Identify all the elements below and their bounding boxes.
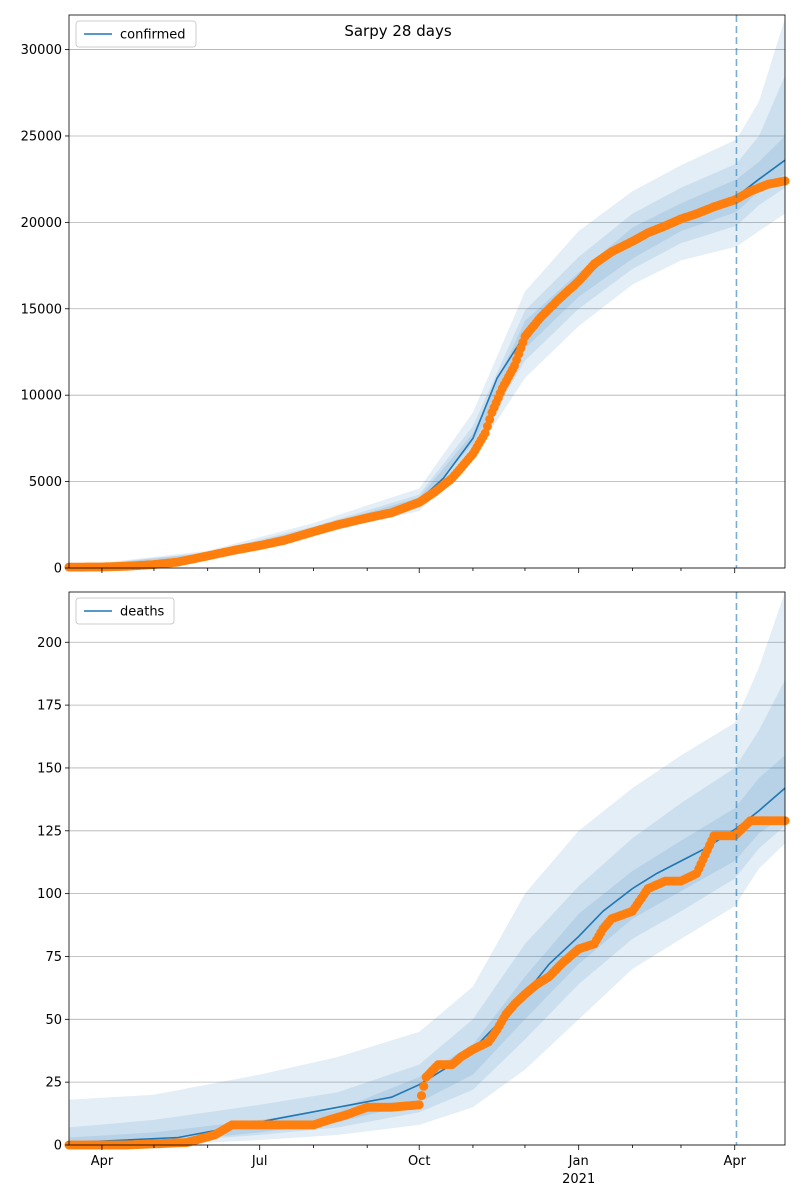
deaths-ytick-label: 50 bbox=[45, 1013, 62, 1028]
confirmed-observed-point bbox=[480, 428, 490, 438]
deaths-legend-label: deaths bbox=[120, 605, 165, 620]
deaths-band-outer bbox=[69, 592, 785, 1145]
x-tick-label: Apr bbox=[91, 1154, 114, 1169]
x-year-label: 2021 bbox=[562, 1172, 595, 1187]
confirmed-ytick-label: 0 bbox=[54, 562, 62, 577]
x-tick-label: Oct bbox=[408, 1154, 430, 1169]
confirmed-observed-point bbox=[485, 414, 495, 424]
x-tick-labels: Apr Jul Oct Jan Apr 2021 bbox=[91, 1154, 747, 1187]
deaths-ytick-label: 0 bbox=[54, 1139, 62, 1154]
deaths-observed-point bbox=[414, 1100, 424, 1110]
deaths-legend: deaths bbox=[75, 597, 175, 625]
deaths-bands bbox=[69, 592, 785, 1145]
deaths-observed-point bbox=[419, 1081, 429, 1091]
deaths-ytick-label: 150 bbox=[37, 761, 62, 776]
confirmed-axes: 0 5000 10000 15000 20000 25000 30000 bbox=[21, 14, 786, 577]
confirmed-ytick-label: 30000 bbox=[21, 43, 62, 58]
deaths-ytick-label: 200 bbox=[37, 636, 62, 651]
deaths-panel: 0 25 50 75 100 125 150 175 200 deaths bbox=[37, 591, 790, 1154]
confirmed-legend-label: confirmed bbox=[120, 28, 186, 43]
x-tick-label: Jan bbox=[568, 1154, 589, 1169]
deaths-observed-point bbox=[417, 1091, 426, 1101]
deaths-ytick-label: 75 bbox=[45, 950, 62, 965]
deaths-ytick-label: 25 bbox=[45, 1076, 62, 1091]
deaths-axes-frame bbox=[68, 591, 786, 1146]
confirmed-legend: confirmed bbox=[75, 20, 197, 48]
deaths-ytick-label: 100 bbox=[37, 887, 62, 902]
deaths-band-mid bbox=[69, 680, 785, 1145]
confirmed-ytick-label: 15000 bbox=[21, 302, 62, 317]
deaths-ytick-label: 125 bbox=[37, 824, 62, 839]
confirmed-ytick-label: 25000 bbox=[21, 129, 62, 144]
confirmed-panel: 0 5000 10000 15000 20000 25000 30000 confirmed bbox=[21, 14, 790, 577]
figure-title: Sarpy 28 days bbox=[344, 22, 451, 40]
deaths-legend-box bbox=[75, 597, 175, 625]
x-tick-label: Apr bbox=[723, 1154, 746, 1169]
confirmed-ytick-label: 5000 bbox=[29, 475, 62, 490]
deaths-observed-points bbox=[64, 816, 790, 1150]
confirmed-legend-box bbox=[75, 20, 197, 48]
confirmed-ytick-label: 10000 bbox=[21, 389, 62, 404]
confirmed-axes-frame bbox=[68, 14, 786, 569]
x-tick-label: Jul bbox=[251, 1154, 268, 1169]
confirmed-ytick-label: 20000 bbox=[21, 216, 62, 231]
confirmed-observed-point bbox=[482, 421, 492, 431]
deaths-ytick-label: 175 bbox=[37, 699, 62, 714]
confirmed-observed-points bbox=[64, 176, 790, 572]
deaths-axes: 0 25 50 75 100 125 150 175 200 bbox=[37, 591, 786, 1154]
